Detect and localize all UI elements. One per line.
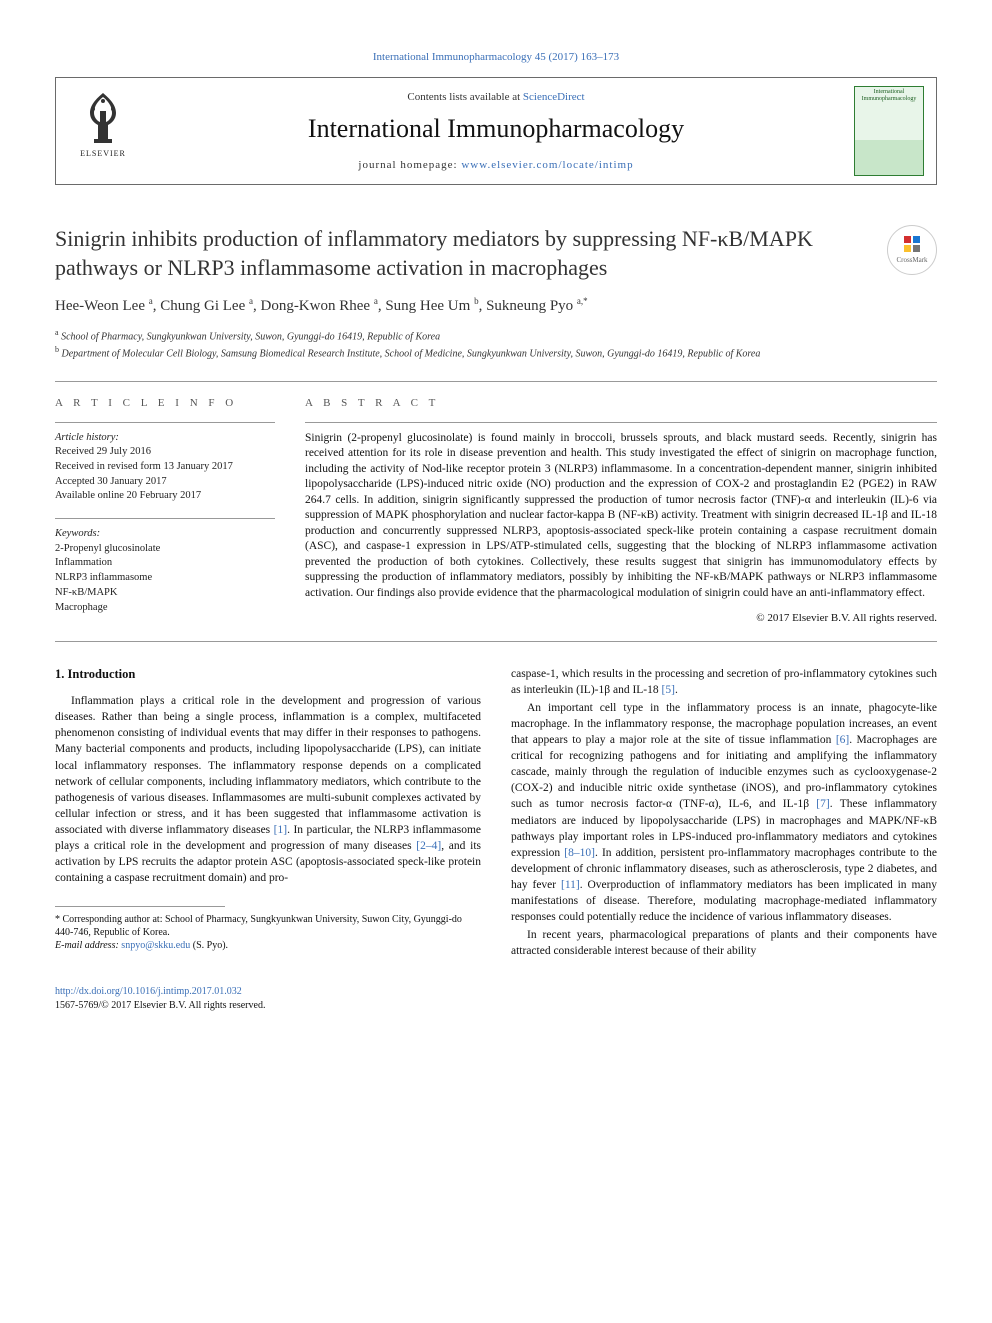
keyword-item: Inflammation (55, 556, 275, 571)
elsevier-label: ELSEVIER (80, 148, 126, 159)
body-paragraph: An important cell type in the inflammato… (511, 700, 937, 925)
doi-link[interactable]: http://dx.doi.org/10.1016/j.intimp.2017.… (55, 986, 242, 997)
history-item: Received in revised form 13 January 2017 (55, 460, 275, 475)
journal-name: International Immunopharmacology (138, 111, 854, 147)
info-divider (55, 422, 275, 423)
contents-prefix: Contents lists available at (407, 91, 522, 103)
history-item: Accepted 30 January 2017 (55, 475, 275, 490)
keywords-label: Keywords: (55, 527, 275, 542)
journal-cover-text: International Immunopharmacology (855, 87, 923, 104)
top-citation: International Immunopharmacology 45 (201… (55, 50, 937, 65)
abstract-text: Sinigrin (2-propenyl glucosinolate) is f… (305, 431, 937, 602)
abstract-divider (305, 422, 937, 423)
footnote-separator (55, 906, 225, 907)
keyword-item: NF-κB/MAPK (55, 586, 275, 601)
history-label: Article history: (55, 431, 275, 446)
article-info: a r t i c l e i n f o Article history: R… (55, 396, 275, 626)
elsevier-tree-icon (78, 91, 128, 146)
homepage-link[interactable]: www.elsevier.com/locate/intimp (461, 159, 633, 171)
crossmark-badge[interactable]: CrossMark (887, 225, 937, 275)
affiliations: a School of Pharmacy, Sungkyunkwan Unive… (55, 327, 937, 362)
journal-cover: International Immunopharmacology (854, 86, 924, 176)
journal-homepage: journal homepage: www.elsevier.com/locat… (138, 158, 854, 173)
article-title: Sinigrin inhibits production of inflamma… (55, 225, 867, 282)
page-footer: http://dx.doi.org/10.1016/j.intimp.2017.… (55, 985, 937, 1013)
keyword-item: 2-Propenyl glucosinolate (55, 542, 275, 557)
article-info-header: a r t i c l e i n f o (55, 396, 275, 411)
sciencedirect-link[interactable]: ScienceDirect (523, 91, 585, 103)
body-paragraph: In recent years, pharmacological prepara… (511, 927, 937, 959)
authors: Hee-Weon Lee a, Chung Gi Lee a, Dong-Kwo… (55, 295, 937, 317)
elsevier-logo: ELSEVIER (68, 91, 138, 171)
divider (55, 641, 937, 642)
history-item: Available online 20 February 2017 (55, 489, 275, 504)
citation-link[interactable]: [8–10] (564, 847, 595, 859)
journal-header: ELSEVIER Contents lists available at Sci… (55, 77, 937, 185)
citation-link[interactable]: [1] (274, 824, 287, 836)
contents-lists: Contents lists available at ScienceDirec… (138, 90, 854, 105)
top-citation-link[interactable]: International Immunopharmacology 45 (201… (373, 51, 619, 63)
corresponding-footnote: * Corresponding author at: School of Pha… (55, 913, 481, 939)
email-who: (S. Pyo). (190, 940, 228, 951)
citation-link[interactable]: [5] (662, 684, 675, 696)
crossmark-icon (902, 234, 922, 254)
issn-line: 1567-5769/© 2017 Elsevier B.V. All right… (55, 999, 937, 1013)
body-paragraph: caspase-1, which results in the processi… (511, 666, 937, 698)
citation-link[interactable]: [7] (816, 798, 829, 810)
section-1-heading: 1. Introduction (55, 666, 481, 684)
info-divider (55, 518, 275, 519)
citation-link[interactable]: [6] (836, 734, 849, 746)
left-column: 1. Introduction Inflammation plays a cri… (55, 666, 481, 962)
affiliation: a School of Pharmacy, Sungkyunkwan Unive… (55, 327, 937, 344)
email-link[interactable]: snpyo@skku.edu (121, 940, 190, 951)
email-label: E-mail address: (55, 940, 121, 951)
history-item: Received 29 July 2016 (55, 445, 275, 460)
abstract-header: a b s t r a c t (305, 396, 937, 411)
homepage-prefix: journal homepage: (358, 159, 461, 171)
email-footnote: E-mail address: snpyo@skku.edu (S. Pyo). (55, 939, 481, 952)
keyword-item: NLRP3 inflammasome (55, 571, 275, 586)
crossmark-label: CrossMark (896, 256, 927, 266)
divider (55, 381, 937, 382)
body-paragraph: Inflammation plays a critical role in th… (55, 693, 481, 886)
affiliation: b Department of Molecular Cell Biology, … (55, 344, 937, 361)
abstract: a b s t r a c t Sinigrin (2-propenyl glu… (305, 396, 937, 626)
citation-link[interactable]: [11] (561, 879, 580, 891)
keyword-item: Macrophage (55, 601, 275, 616)
right-column: caspase-1, which results in the processi… (511, 666, 937, 962)
citation-link[interactable]: [2–4] (416, 840, 441, 852)
copyright: © 2017 Elsevier B.V. All rights reserved… (305, 611, 937, 626)
